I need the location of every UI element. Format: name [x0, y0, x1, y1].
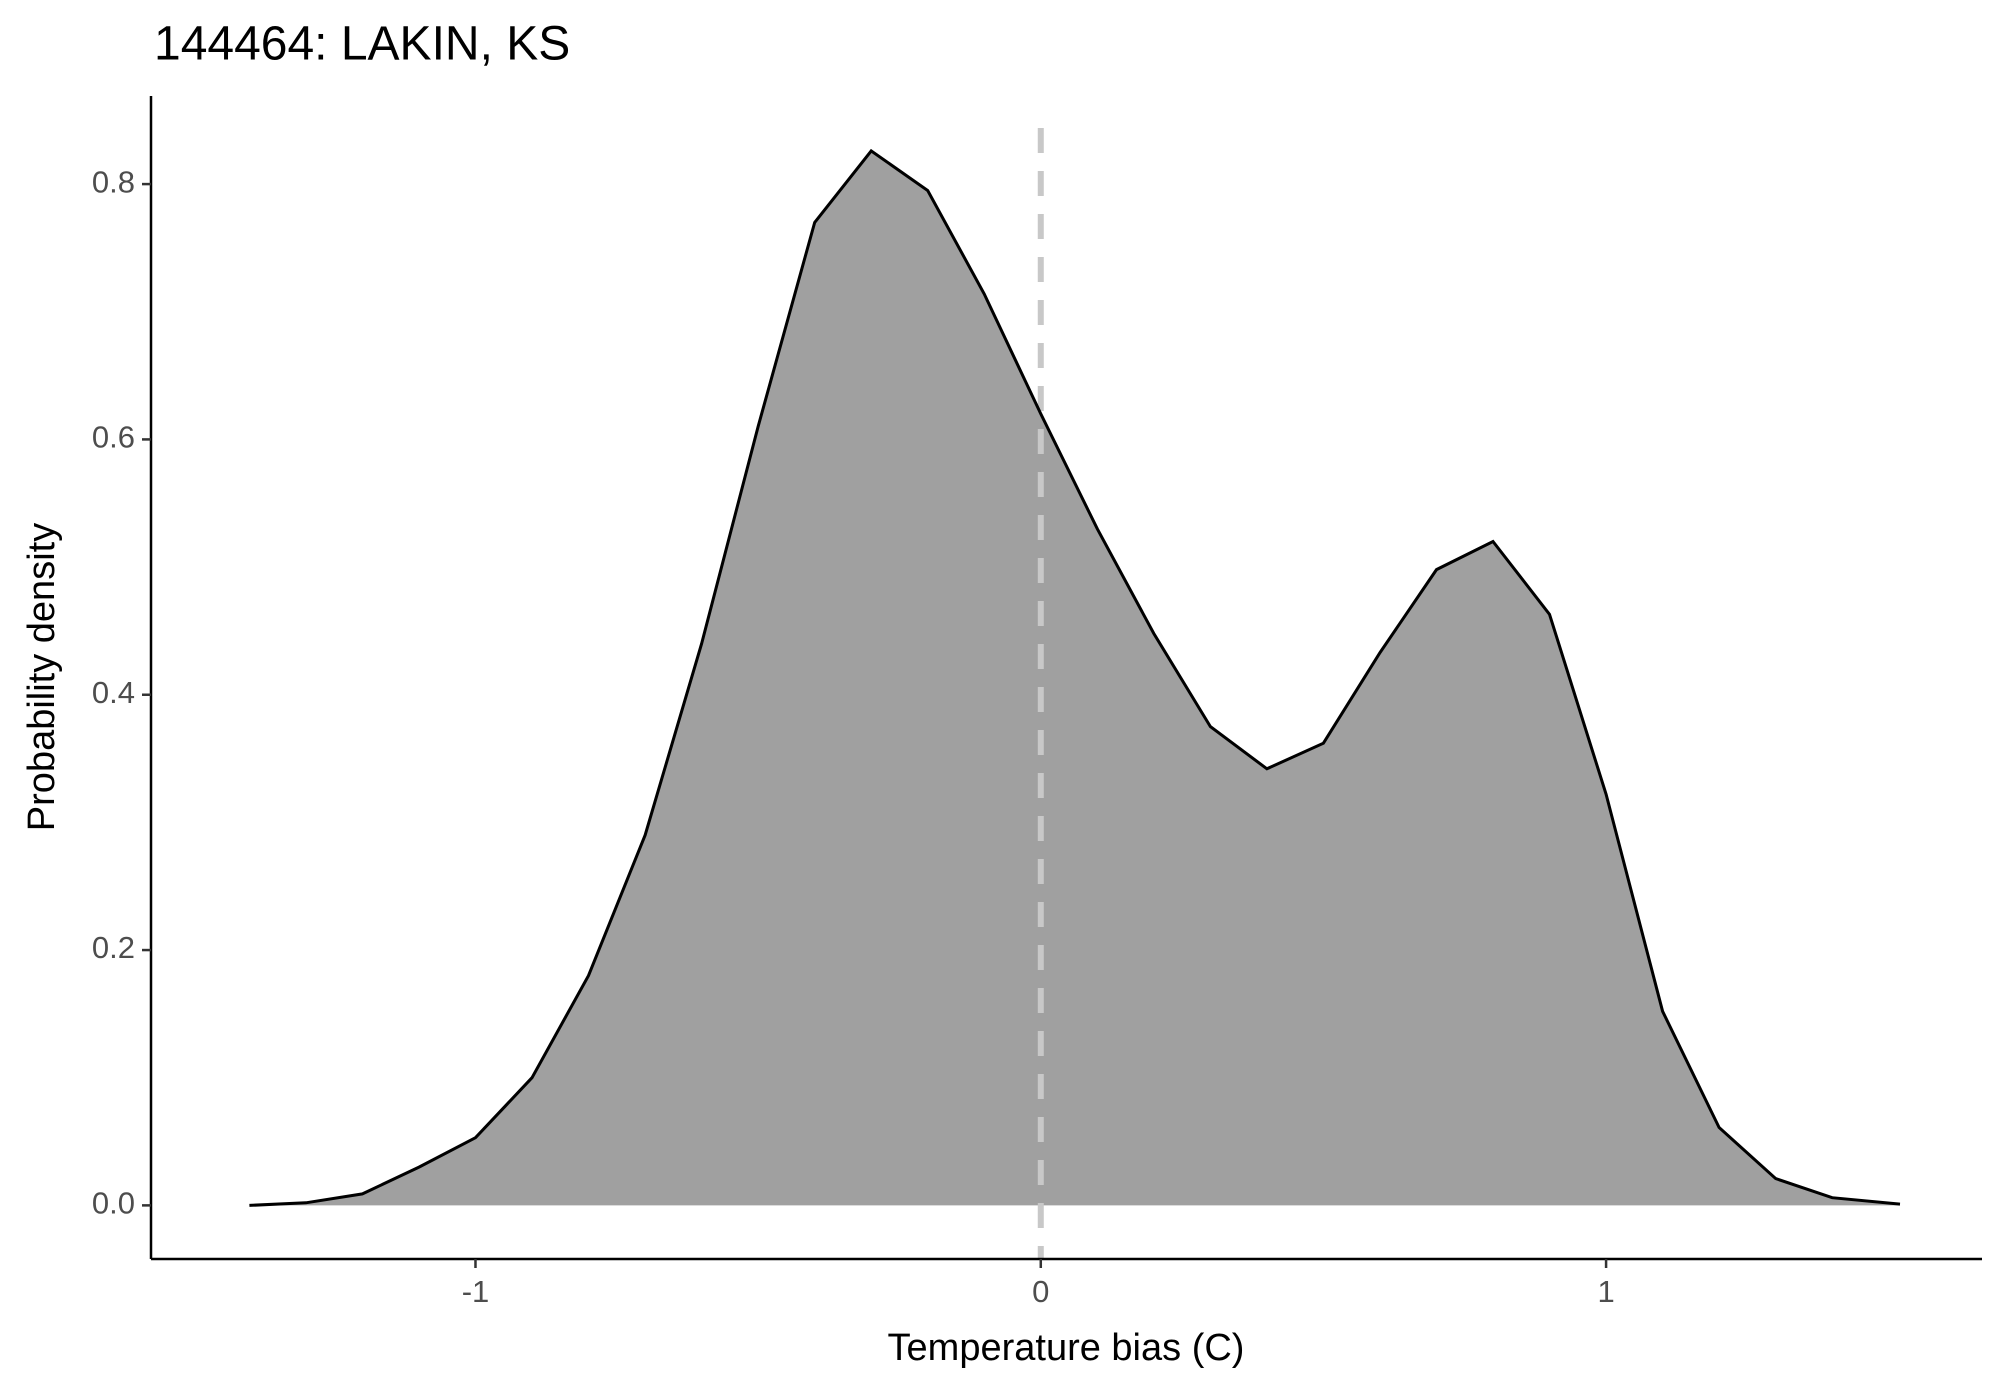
y-axis-title: Probability density	[21, 523, 63, 831]
y-tick-label: 0.8	[92, 164, 135, 199]
chart-title: 144464: LAKIN, KS	[154, 18, 570, 71]
y-tick-label: 0.4	[92, 675, 135, 710]
y-tick-label: 0.6	[92, 420, 135, 455]
x-tick-label: -1	[462, 1274, 490, 1309]
y-tick-label: 0.0	[92, 1186, 135, 1221]
density-line	[249, 148, 1901, 1207]
density-area	[249, 150, 1901, 1206]
x-tick-label: 0	[1032, 1274, 1049, 1309]
x-axis-title: Temperature bias (C)	[888, 1327, 1245, 1369]
y-tick-label: 0.2	[92, 930, 135, 965]
x-tick-label: 1	[1597, 1274, 1614, 1309]
